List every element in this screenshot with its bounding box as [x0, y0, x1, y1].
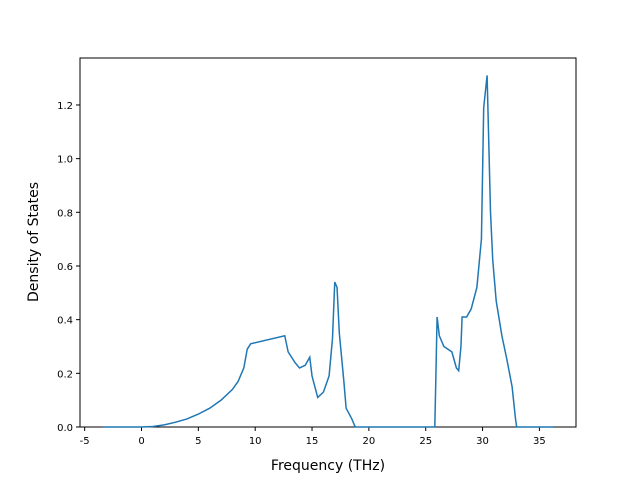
x-tick-label: 5	[195, 436, 201, 447]
y-tick-label: 1.2	[57, 101, 73, 112]
line	[102, 75, 554, 428]
x-tick-label: 20	[363, 436, 376, 447]
x-tick-label: 35	[533, 436, 546, 447]
x-tick-label: 10	[249, 436, 262, 447]
x-tick-label: 0	[138, 436, 144, 447]
y-tick-label: 1.0	[57, 155, 73, 166]
y-tick-label: 0.6	[57, 262, 73, 273]
y-tick-label: 0.8	[57, 208, 73, 219]
x-tick-label: 30	[476, 436, 489, 447]
x-tick-label: 25	[419, 436, 432, 447]
plot-frame	[79, 57, 577, 428]
y-tick-label: 0.4	[57, 316, 73, 327]
y-axis-label: Density of States	[26, 182, 42, 302]
y-tick-label: 0.2	[57, 369, 73, 380]
x-tick-label: 15	[306, 436, 319, 447]
x-tick-label: -5	[80, 436, 90, 447]
x-axis-label: Frequency (THz)	[271, 458, 385, 474]
y-tick-label: 0.0	[57, 423, 73, 434]
